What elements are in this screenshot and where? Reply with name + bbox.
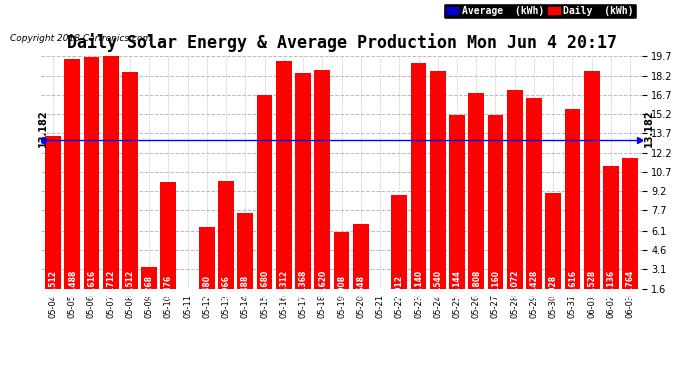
Bar (622, 158, 638, 309)
Text: 16.680: 16.680 (260, 270, 269, 299)
Bar (353, 224, 368, 309)
Text: Copyright 2018 Cartronics.com: Copyright 2018 Cartronics.com (10, 34, 152, 43)
Bar (45, 136, 61, 309)
Bar (64, 59, 80, 309)
Text: 6.648: 6.648 (356, 275, 365, 299)
Text: 6.008: 6.008 (337, 275, 346, 299)
Bar (584, 71, 600, 309)
Text: 9.876: 9.876 (164, 275, 173, 299)
Text: 3.268: 3.268 (145, 275, 154, 299)
Title: Daily Solar Energy & Average Production Mon Jun 4 20:17: Daily Solar Energy & Average Production … (66, 33, 617, 52)
Text: 19.616: 19.616 (87, 270, 96, 299)
Text: 13.182: 13.182 (37, 110, 48, 147)
Text: 18.540: 18.540 (433, 270, 442, 299)
Bar (526, 98, 542, 309)
Text: 18.368: 18.368 (299, 270, 308, 299)
Text: 16.808: 16.808 (472, 270, 481, 299)
Text: 7.488: 7.488 (241, 275, 250, 299)
Text: 15.160: 15.160 (491, 270, 500, 299)
Text: 17.072: 17.072 (510, 270, 519, 299)
Bar (411, 63, 426, 309)
Bar (295, 74, 311, 309)
Text: 15.144: 15.144 (453, 270, 462, 299)
Text: 19.712: 19.712 (106, 270, 115, 299)
Bar (122, 72, 138, 309)
Bar (315, 70, 331, 309)
Bar (141, 267, 157, 309)
Text: 18.528: 18.528 (587, 270, 596, 299)
Text: 8.912: 8.912 (395, 275, 404, 299)
Bar (257, 95, 273, 309)
Bar (449, 115, 465, 309)
Text: 13.182: 13.182 (644, 110, 653, 147)
Text: 19.140: 19.140 (414, 270, 423, 299)
Bar (488, 115, 504, 309)
Bar (218, 181, 234, 309)
Text: 9.028: 9.028 (549, 275, 558, 299)
Bar (603, 166, 619, 309)
Legend: Average  (kWh), Daily  (kWh): Average (kWh), Daily (kWh) (443, 3, 637, 19)
Text: 11.764: 11.764 (626, 270, 635, 299)
Bar (334, 232, 349, 309)
Bar (276, 61, 292, 309)
Text: 18.512: 18.512 (126, 270, 135, 299)
Text: 9.966: 9.966 (221, 275, 230, 299)
Bar (391, 195, 407, 309)
Bar (199, 227, 215, 309)
Bar (545, 194, 561, 309)
Text: 19.488: 19.488 (68, 270, 77, 299)
Text: 15.616: 15.616 (568, 270, 577, 299)
Bar (564, 109, 580, 309)
Bar (507, 90, 522, 309)
Text: 13.512: 13.512 (48, 270, 57, 299)
Text: 19.312: 19.312 (279, 270, 288, 299)
Bar (237, 213, 253, 309)
Bar (161, 183, 176, 309)
Bar (430, 71, 446, 309)
Bar (469, 93, 484, 309)
Text: 11.136: 11.136 (607, 270, 615, 299)
Text: 16.428: 16.428 (529, 270, 538, 299)
Bar (103, 56, 119, 309)
Text: 18.620: 18.620 (318, 270, 327, 299)
Text: 6.380: 6.380 (202, 275, 211, 299)
Bar (83, 57, 99, 309)
